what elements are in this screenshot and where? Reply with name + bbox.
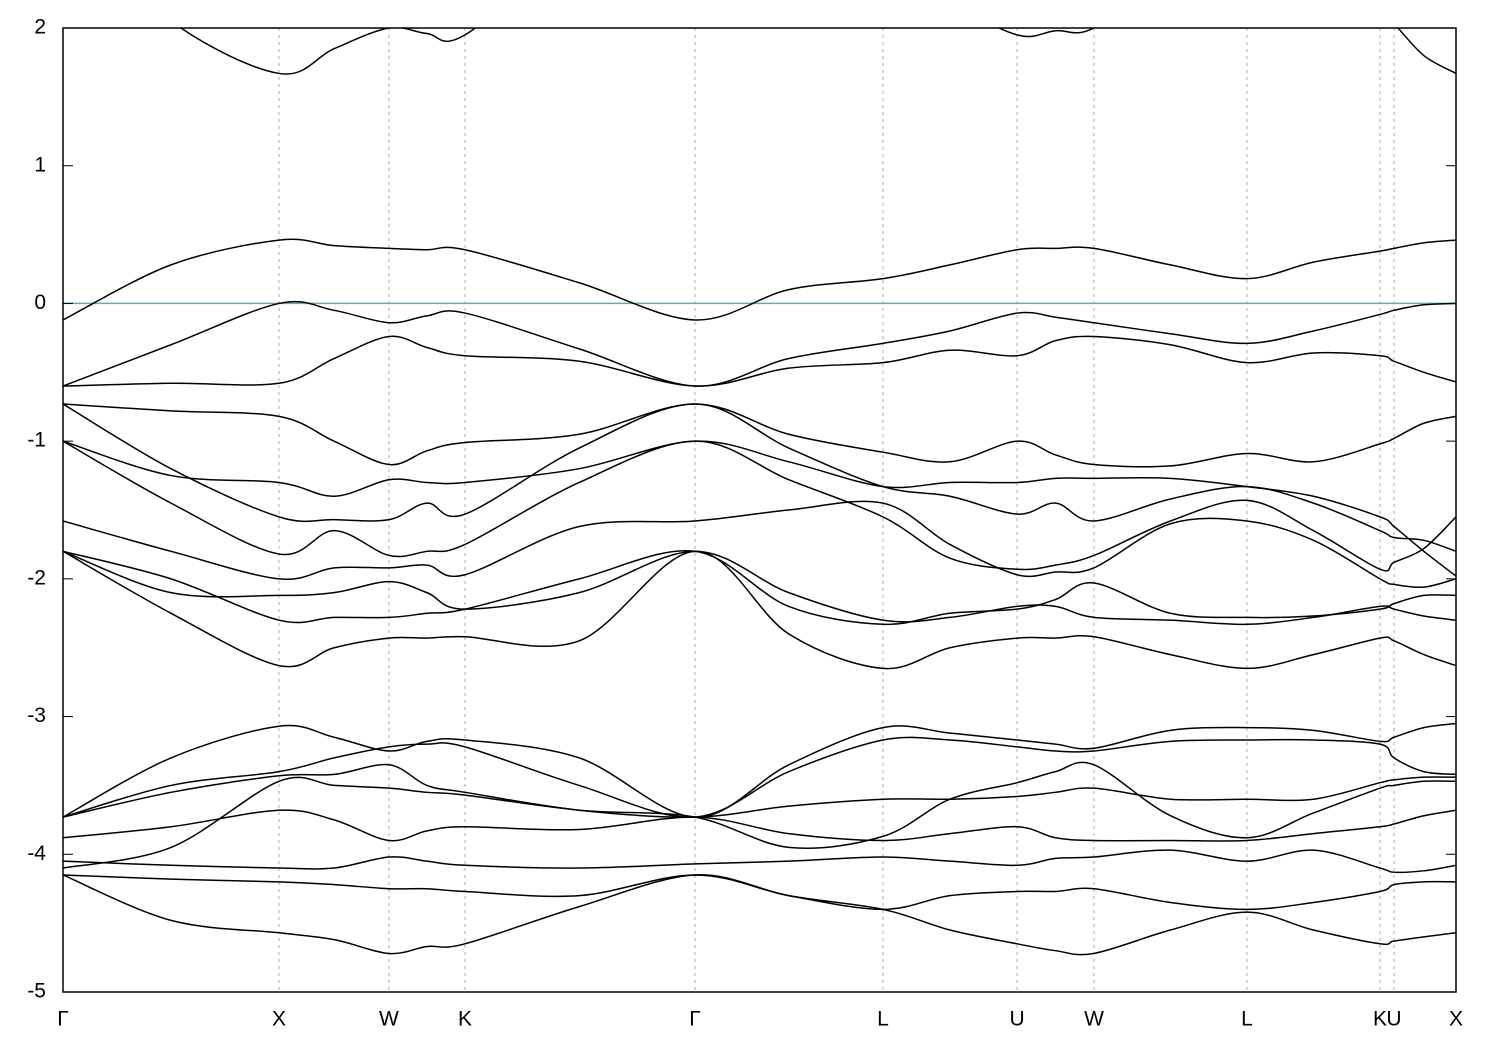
y-tick-label: -2 — [27, 566, 46, 589]
x-tick-label: W — [1084, 1008, 1104, 1031]
x-tick-label: X — [272, 1008, 286, 1031]
y-tick-label: -3 — [27, 704, 46, 727]
y-tick-label: 1 — [34, 153, 46, 176]
band-line — [179, 28, 1456, 75]
band-line — [63, 849, 1456, 874]
plot-frame — [62, 27, 1457, 993]
band-line — [63, 550, 1456, 670]
x-tick-label: Γ — [57, 1008, 69, 1031]
x-tick-label: U — [1386, 1008, 1401, 1031]
x-tick-label: U — [1009, 1008, 1024, 1031]
band-line — [63, 403, 1456, 553]
grid-layer — [62, 28, 1457, 992]
y-tick-label: 2 — [34, 16, 46, 39]
y-tick-label: 0 — [34, 291, 46, 314]
x-tick-label: X — [1449, 1008, 1463, 1031]
x-tick-label: K — [458, 1008, 472, 1031]
band-line — [63, 440, 1456, 577]
y-tick-label: -4 — [27, 842, 46, 865]
y-tick-label: -1 — [27, 429, 46, 452]
band-line — [63, 238, 1456, 321]
band-line — [63, 403, 1456, 468]
band-line — [63, 761, 1456, 869]
band-line — [63, 736, 1456, 818]
band-line — [63, 550, 1456, 626]
x-tick-label: W — [379, 1008, 399, 1031]
x-tick-label: Γ — [689, 1008, 701, 1031]
band-line — [63, 335, 1456, 387]
band-line — [63, 722, 1456, 818]
band-line — [63, 809, 1456, 842]
band-line — [63, 440, 1456, 572]
y-tick-label: -5 — [27, 980, 46, 1003]
band-line — [63, 874, 1456, 956]
x-tick-label: K — [1373, 1008, 1387, 1031]
band-line — [63, 500, 1456, 589]
band-line — [63, 763, 1456, 818]
x-tick-label: L — [1241, 1008, 1253, 1031]
band-line — [63, 549, 1456, 626]
bands-layer — [63, 28, 1456, 956]
band-line — [63, 300, 1456, 387]
x-tick-label: L — [877, 1008, 889, 1031]
